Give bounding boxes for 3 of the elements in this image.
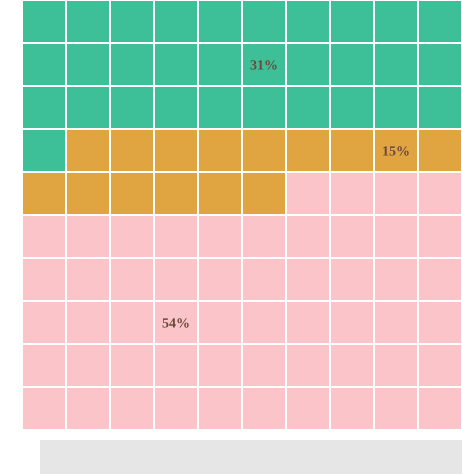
data-label: 54%	[162, 316, 190, 332]
data-label: 15%	[382, 144, 410, 160]
data-label: 31%	[250, 58, 278, 74]
